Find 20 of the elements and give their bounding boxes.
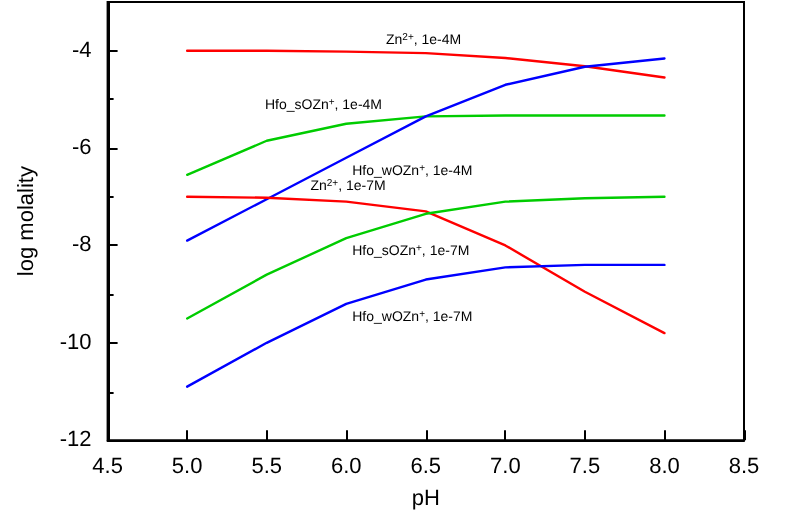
x-tick-label: 8.0 bbox=[649, 455, 680, 480]
x-tick-label: 7.0 bbox=[490, 455, 521, 480]
x-tick-label: 5.5 bbox=[251, 455, 282, 480]
line-series bbox=[185, 57, 666, 242]
y-tick-label: -6 bbox=[72, 136, 92, 161]
x-tick-label: 4.5 bbox=[92, 455, 123, 480]
line-series bbox=[185, 114, 666, 177]
x-axis-title: pH bbox=[411, 487, 440, 511]
y-tick-label: -12 bbox=[59, 428, 92, 453]
x-tick-label: 8.5 bbox=[728, 455, 760, 480]
x-tick-label: 5.0 bbox=[171, 455, 203, 480]
y-axis-title: log molality bbox=[15, 165, 39, 277]
x-tick-label: 7.5 bbox=[569, 455, 601, 480]
y-tick-label: -4 bbox=[72, 38, 92, 63]
line-series bbox=[185, 263, 666, 388]
line-series bbox=[185, 49, 666, 79]
x-tick-label: 6.5 bbox=[410, 455, 442, 480]
y-tick-label: -8 bbox=[72, 233, 92, 258]
x-tick-label: 6.0 bbox=[330, 455, 362, 480]
y-tick-label: -10 bbox=[59, 330, 92, 355]
